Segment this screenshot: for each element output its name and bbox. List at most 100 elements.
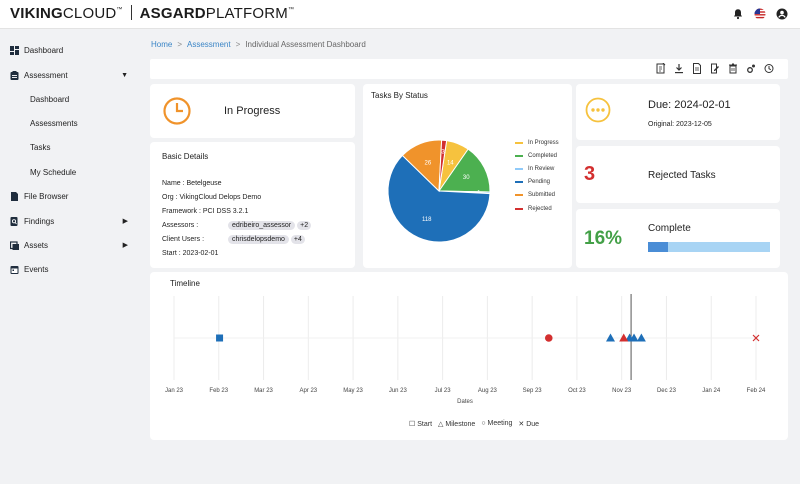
sidebar-item-label: Findings: [24, 216, 55, 226]
sidebar-item-assessment[interactable]: Assessment ▼: [10, 68, 132, 82]
timeline-tick-label: Apr 23: [299, 388, 317, 394]
timeline-tick-label: Aug 23: [478, 388, 498, 394]
timeline-marker-due[interactable]: [752, 334, 760, 342]
detail-label: Start :: [162, 250, 181, 257]
original-due-date: Original: 2023-12-05: [648, 121, 712, 128]
timeline-marker-milestone[interactable]: [629, 333, 639, 342]
legend-label: Submitted: [528, 192, 556, 199]
search-doc-icon: [10, 216, 19, 226]
pie-legend-item[interactable]: Rejected: [515, 202, 559, 215]
rejected-label: Rejected Tasks: [648, 170, 716, 181]
timeline-chart: Jan 23 Feb 23 Mar 23 Apr 23 May 23 Jun 23 Jul …: [165, 294, 766, 405]
user-account-icon[interactable]: [776, 8, 788, 20]
breadcrumb-current: Individual Assessment Dashboard: [245, 40, 366, 49]
pie-legend-item[interactable]: Submitted: [515, 189, 559, 202]
pie-slice-completed[interactable]: [438, 148, 491, 193]
brand-tm-2: ™: [287, 7, 295, 13]
pie-legend-item[interactable]: In Progress: [515, 136, 559, 149]
pie-legend-item[interactable]: Completed: [515, 149, 559, 162]
legend-meeting-label: Meeting: [487, 420, 513, 427]
breadcrumb-assessment[interactable]: Assessment: [187, 40, 231, 49]
brand-tm: ™: [116, 7, 123, 13]
completion-progress-fill: [648, 242, 668, 252]
sidebar-item-findings[interactable]: Findings ▶: [10, 214, 132, 228]
rejected-tasks-card[interactable]: 3 Rejected Tasks: [576, 146, 780, 203]
client-user-chip[interactable]: chrisdelopsdemo: [228, 235, 289, 244]
detail-value: PCI DSS 3.2.1: [202, 208, 249, 215]
legend-milestone[interactable]: △ Milestone: [438, 421, 476, 428]
legend-swatch: [515, 181, 523, 184]
detail-label: Framework :: [162, 208, 201, 215]
pie-legend-item[interactable]: Pending: [515, 176, 559, 189]
timeline-title: Timeline: [170, 279, 200, 288]
download-icon[interactable]: [674, 63, 684, 74]
document-icon[interactable]: [692, 63, 702, 74]
legend-start[interactable]: ☐ Start: [409, 421, 433, 428]
brand-logo[interactable]: VIKINGCLOUD™ ASGARDPLATFORM™: [10, 5, 294, 22]
legend-swatch: [515, 167, 523, 170]
timeline-tick-label: Jan 24: [702, 388, 721, 394]
detail-value: Betelgeuse: [186, 180, 222, 187]
legend-swatch: [515, 207, 523, 210]
sidebar-item-events[interactable]: Events: [10, 262, 132, 276]
delete-icon[interactable]: [728, 63, 738, 74]
pie-slice-pending[interactable]: [387, 154, 491, 243]
sidebar-item-file-browser[interactable]: File Browser: [10, 189, 132, 203]
chevron-right-icon: ▶: [122, 218, 128, 225]
basic-details-card: Basic Details Name : Betelgeuse Org : Vi…: [150, 142, 355, 268]
sidebar-subitem-dashboard[interactable]: Dashboard: [30, 95, 70, 104]
report-icon[interactable]: [656, 62, 666, 74]
due-date-card: Due: 2024-02-01 Original: 2023-12-05: [576, 84, 780, 140]
breadcrumb-home[interactable]: Home: [151, 40, 173, 49]
brand-asgard: ASGARD: [139, 5, 206, 22]
legend-meeting[interactable]: ○ Meeting: [481, 420, 513, 427]
timeline-legend: ☐ Start △ Milestone ○ Meeting ✕ Due: [409, 420, 539, 428]
settings-icon[interactable]: [746, 63, 756, 74]
legend-label: Completed: [528, 152, 558, 159]
assessor-chip[interactable]: edribeiro_assessor: [228, 221, 296, 230]
legend-due[interactable]: ✕ Due: [518, 421, 540, 428]
pie-data-label: 118: [422, 217, 432, 223]
sidebar-subitem-my-schedule[interactable]: My Schedule: [30, 168, 77, 177]
edit-icon[interactable]: [710, 63, 720, 74]
details-title: Basic Details: [162, 152, 209, 161]
timeline-marker-milestone[interactable]: [619, 333, 629, 342]
timeline-marker-start[interactable]: [216, 334, 224, 342]
legend-label: Pending: [528, 179, 551, 186]
pie-legend-item[interactable]: In Review: [515, 162, 559, 175]
top-bar: VIKINGCLOUD™ ASGARDPLATFORM™: [0, 0, 800, 29]
breadcrumb-separator: >: [235, 40, 241, 49]
brand-divider: [130, 5, 132, 20]
timeline-tick-label: Sep 23: [523, 388, 543, 394]
pie-data-label: 14: [447, 161, 454, 167]
brand-platform: PLATFORM: [205, 5, 288, 22]
sidebar-item-dashboard[interactable]: Dashboard: [10, 43, 132, 57]
legend-swatch: [515, 194, 523, 197]
history-icon[interactable]: [764, 63, 774, 74]
timeline-marker-milestone[interactable]: [636, 333, 646, 342]
brand-viking: VIKING: [10, 5, 63, 22]
sidebar-subitem-tasks[interactable]: Tasks: [30, 143, 51, 152]
assets-icon: [9, 240, 19, 250]
pie-chart: 14301118263: [387, 139, 491, 243]
client-more-chip[interactable]: +4: [290, 235, 305, 244]
bell-icon[interactable]: [732, 8, 744, 20]
detail-name: Name : Betelgeuse: [162, 180, 222, 187]
assessor-more-chip[interactable]: +2: [297, 221, 312, 230]
sidebar-item-assets[interactable]: Assets ▶: [9, 238, 132, 252]
legend-label: In Review: [528, 165, 555, 172]
pie-data-label: 30: [463, 175, 470, 181]
us-flag-icon[interactable]: [754, 8, 766, 20]
timeline-marker-milestone[interactable]: [606, 333, 615, 342]
timeline-marker-meeting[interactable]: [544, 334, 553, 342]
detail-label: Name :: [162, 180, 185, 187]
detail-assessors: Assessors : edribeiro_assessor +2: [162, 221, 312, 230]
dashboard-icon: [10, 45, 19, 55]
sidebar-subitem-assessments[interactable]: Assessments: [30, 119, 78, 128]
pie-slice-rejected[interactable]: [438, 139, 448, 192]
timeline-tick-label: Nov 23: [612, 388, 632, 394]
sidebar-item-label: Assessment: [24, 70, 68, 80]
action-toolbar: [150, 59, 788, 79]
legend-swatch: [515, 154, 523, 157]
completion-label: Complete: [648, 223, 691, 234]
